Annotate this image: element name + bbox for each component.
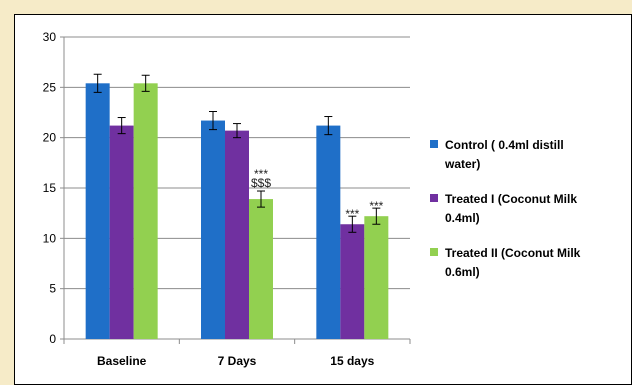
y-tick-label: 10 [43, 231, 57, 245]
legend-swatch [430, 140, 438, 148]
chart-area: 0 5 10 15 20 25 30 Baseline 7 Days 15 days *** $$$ *… [14, 14, 632, 385]
legend-label: Treated I (Coconut Milk 0.4ml) [445, 192, 577, 225]
y-tick-label: 0 [49, 332, 56, 346]
legend-label: Control ( 0.4ml distill water) [444, 138, 564, 171]
y-tick-label: 15 [43, 181, 57, 195]
significance-annotation: *** [345, 207, 359, 221]
legend-label: Treated II (Coconut Milk 0.6ml) [445, 246, 581, 279]
legend-label-line: 0.6ml) [445, 265, 480, 279]
legend-label-line: Treated I (Coconut Milk [445, 192, 577, 206]
legend-label-line: Control ( 0.4ml distill [445, 138, 564, 152]
bar [249, 199, 273, 339]
bar [85, 83, 110, 339]
x-category-label: 7 Days [218, 354, 257, 368]
legend-label-line: 0.4ml) [445, 211, 480, 225]
legend-label-line: water) [444, 157, 480, 171]
bar [133, 83, 158, 339]
y-tick-label: 30 [43, 30, 57, 44]
bar [364, 216, 389, 339]
x-category-label: 15 days [330, 354, 374, 368]
legend-swatch [430, 248, 438, 256]
bar [225, 130, 249, 339]
x-category-label: Baseline [97, 354, 147, 368]
significance-annotation: *** [254, 167, 268, 181]
bar [340, 224, 365, 339]
significance-annotation: *** [369, 199, 383, 213]
bar [201, 120, 225, 339]
significance-annotation: $$$ [251, 176, 271, 190]
bar [109, 125, 134, 339]
bar [316, 125, 341, 339]
legend-label-line: Treated II (Coconut Milk [445, 246, 581, 260]
legend-swatch [430, 194, 438, 202]
y-tick-label: 20 [43, 131, 57, 145]
y-tick-label: 25 [43, 80, 57, 94]
y-tick-label: 5 [49, 282, 56, 296]
